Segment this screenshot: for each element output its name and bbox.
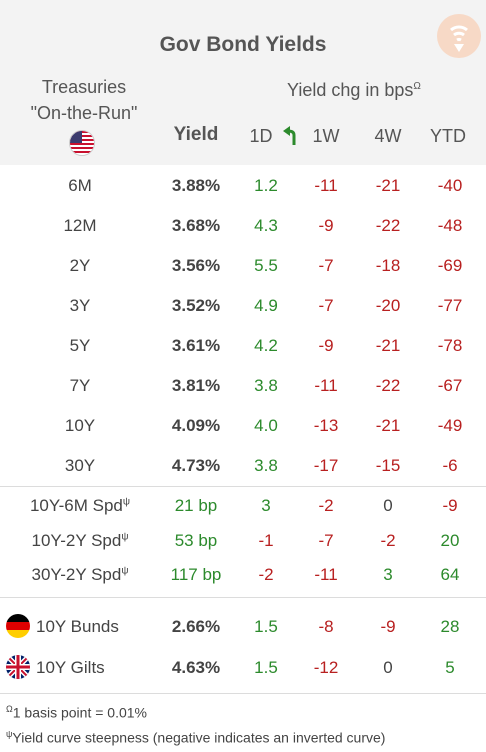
tenor-label: 30Y [64,456,96,475]
change-1w: -9 [318,216,334,235]
spread-value: 117 bp [170,565,222,584]
spread-value: 21 bp [174,496,218,515]
change-1w: -8 [318,617,334,636]
change-1w: -12 [313,658,339,677]
change-1w: -13 [313,416,339,435]
treasuries-label: Treasuries [41,77,127,97]
us-flag-icon [69,130,95,156]
change-4w: 0 [383,496,393,515]
change-1d: -2 [258,565,274,584]
change-ytd: 20 [440,531,460,550]
change-4w: -22 [375,376,401,395]
change-4w: 3 [383,565,393,584]
change-1d: 3.8 [254,376,278,395]
yield-column-header: Yield [173,124,219,145]
change-1w: -17 [313,456,339,475]
change-4w: -20 [375,296,401,315]
change-ytd: 5 [445,658,455,677]
change-4w: -2 [380,531,396,550]
yield-value: 3.88% [171,176,221,195]
germany-flag-icon [6,614,30,638]
yield-value: 4.73% [171,456,221,475]
on-the-run-label: "On-the-Run" [30,103,138,123]
change-ytd: 64 [440,565,460,584]
change-1d: 4.0 [254,416,278,435]
yield-value: 3.61% [171,336,221,355]
tenor-label: 6M [68,176,92,195]
logo-icon [437,14,481,58]
section-divider [0,486,486,487]
tenor-label: 7Y [69,376,91,395]
change-1w: -7 [318,531,334,550]
change-1w: -11 [314,176,338,195]
section-divider [0,693,486,694]
change-ytd: -6 [442,456,458,475]
change-ytd: -78 [437,336,463,355]
change-1d: 1.5 [254,658,278,677]
change-4w: -21 [375,336,401,355]
change-1w: -11 [314,565,338,584]
change-1w: -9 [318,336,334,355]
yield-value: 3.56% [171,256,221,275]
tenor-label: 12M [63,216,97,235]
change-1d: 3 [261,496,271,515]
change-4w: -18 [375,256,401,275]
change-ytd: -9 [442,496,458,515]
change-1w: -2 [318,496,334,515]
yield-value: 4.63% [171,658,221,677]
change-1d: 4.9 [254,296,278,315]
change-ytd: 28 [440,617,460,636]
change-4w: -15 [375,456,401,475]
change-ytd: -49 [437,416,463,435]
change-ytd: -67 [437,376,463,395]
change-ytd: -40 [437,176,463,195]
tenor-label: 5Y [69,336,91,355]
change-4w: -21 [375,416,401,435]
footnote-basis-point: Ω1 basis point = 0.01% [6,704,147,721]
yield-value: 3.52% [171,296,221,315]
spread-value: 53 bp [174,531,218,550]
change-1d: 3.8 [254,456,278,475]
change-ytd: -48 [437,216,463,235]
4w-column-header: 4W [374,126,402,146]
yield-value: 4.09% [171,416,221,435]
change-ytd: -77 [437,296,463,315]
spread-label: 30Y-2Y Spdψ [31,565,129,584]
change-1w: -11 [314,376,338,395]
change-4w: -9 [380,617,396,636]
tenor-label: 10Y [64,416,96,435]
change-1w: -7 [318,256,334,275]
tenor-label: 3Y [69,296,91,315]
change-4w: -21 [375,176,401,195]
change-1w: -7 [318,296,334,315]
change-1d: 5.5 [254,256,278,275]
footnote-steepness: ψYield curve steepness (negative indicat… [6,729,386,746]
up-arrow-icon [282,126,298,151]
spread-label: 10Y-6M Spdψ [29,496,131,515]
change-1d: 1.5 [254,617,278,636]
page-title: Gov Bond Yields [159,33,327,56]
bond-label: 10Y Bunds [36,617,119,636]
spread-label: 10Y-2Y Spdψ [31,531,129,550]
1d-column-header: 1D [249,126,273,146]
bond-label: 10Y Gilts [36,658,105,677]
ytd-column-header: YTD [430,126,466,146]
uk-flag-icon [6,655,30,679]
change-4w: -22 [375,216,401,235]
yield-value: 3.68% [171,216,221,235]
change-1d: 4.2 [254,336,278,355]
change-1d: 4.3 [254,216,278,235]
yield-value: 3.81% [171,376,221,395]
change-ytd: -69 [437,256,463,275]
1w-column-header: 1W [312,126,340,146]
yield-change-header: Yield chg in bpsΩ [287,80,421,100]
change-4w: 0 [383,658,393,677]
change-1d: -1 [258,531,274,550]
change-1d: 1.2 [254,176,278,195]
tenor-label: 2Y [69,256,91,275]
section-divider [0,597,486,598]
yield-value: 2.66% [171,617,221,636]
